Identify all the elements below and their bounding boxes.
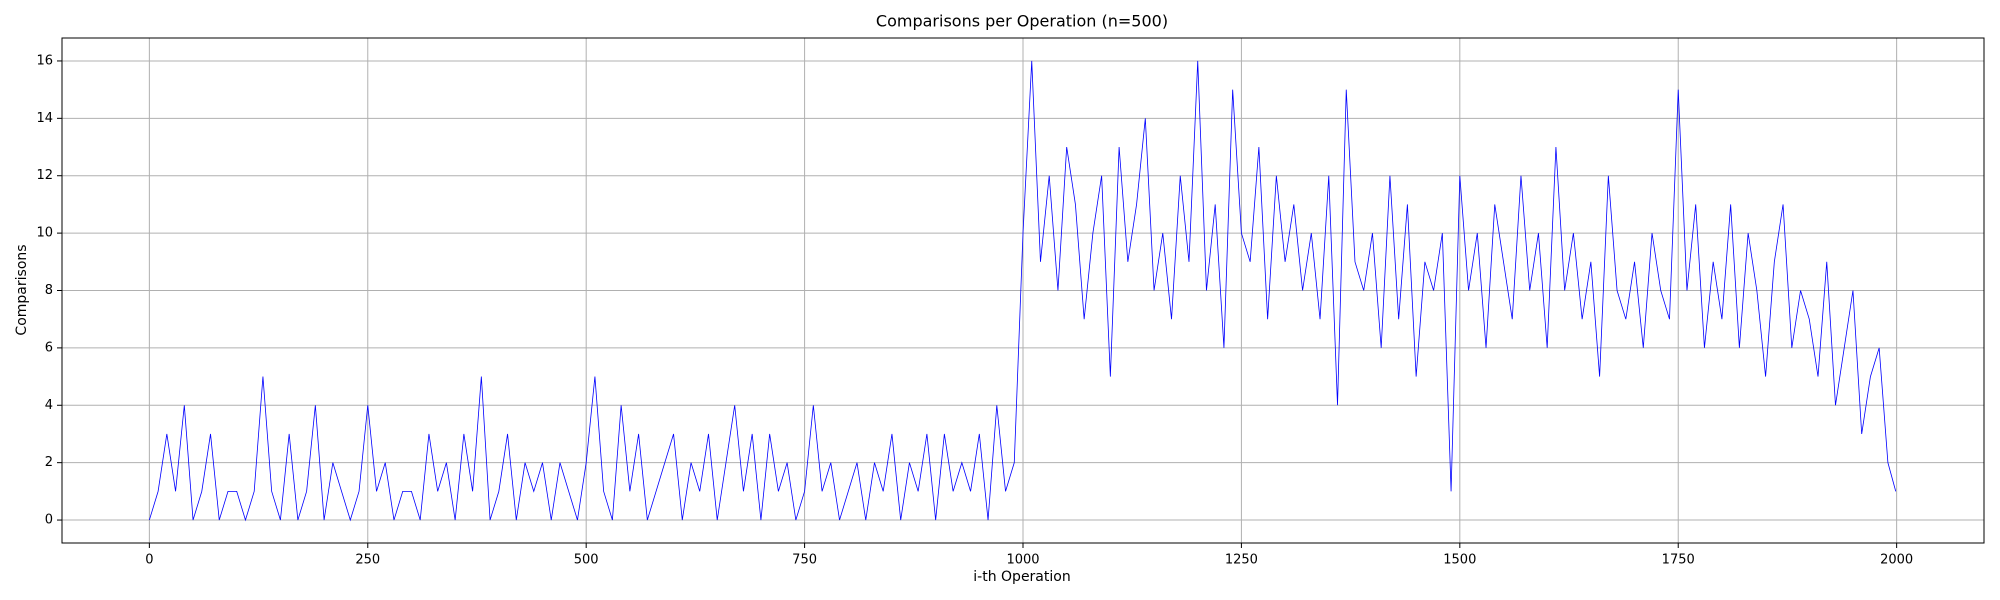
x-tick-label: 1000 <box>1006 553 1039 568</box>
x-tick-label: 250 <box>355 553 380 568</box>
y-tick-label: 6 <box>45 340 53 355</box>
x-tick-label: 1750 <box>1662 553 1695 568</box>
data-line <box>148 60 1897 522</box>
x-tick-label: 0 <box>145 553 153 568</box>
y-tick-label: 10 <box>36 226 53 241</box>
x-axis-label: i-th Operation <box>973 569 1070 585</box>
x-tick-label: 2000 <box>1880 553 1913 568</box>
y-tick-label: 12 <box>36 168 53 183</box>
plot-frame <box>61 37 1985 544</box>
chart-title: Comparisons per Operation (n=500) <box>876 12 1168 31</box>
x-tick-label: 500 <box>574 553 599 568</box>
y-tick-label: 16 <box>36 53 53 68</box>
y-tick-label: 0 <box>45 513 53 528</box>
y-axis-label: Comparisons <box>14 244 30 335</box>
y-tick-label: 8 <box>45 283 53 298</box>
x-tick-label: 1250 <box>1225 553 1258 568</box>
x-tick-label: 750 <box>792 553 817 568</box>
y-tick-label: 4 <box>45 398 53 413</box>
y-tick-label: 14 <box>36 111 53 126</box>
x-tick-label: 1500 <box>1443 553 1476 568</box>
y-tick-label: 2 <box>45 455 53 470</box>
